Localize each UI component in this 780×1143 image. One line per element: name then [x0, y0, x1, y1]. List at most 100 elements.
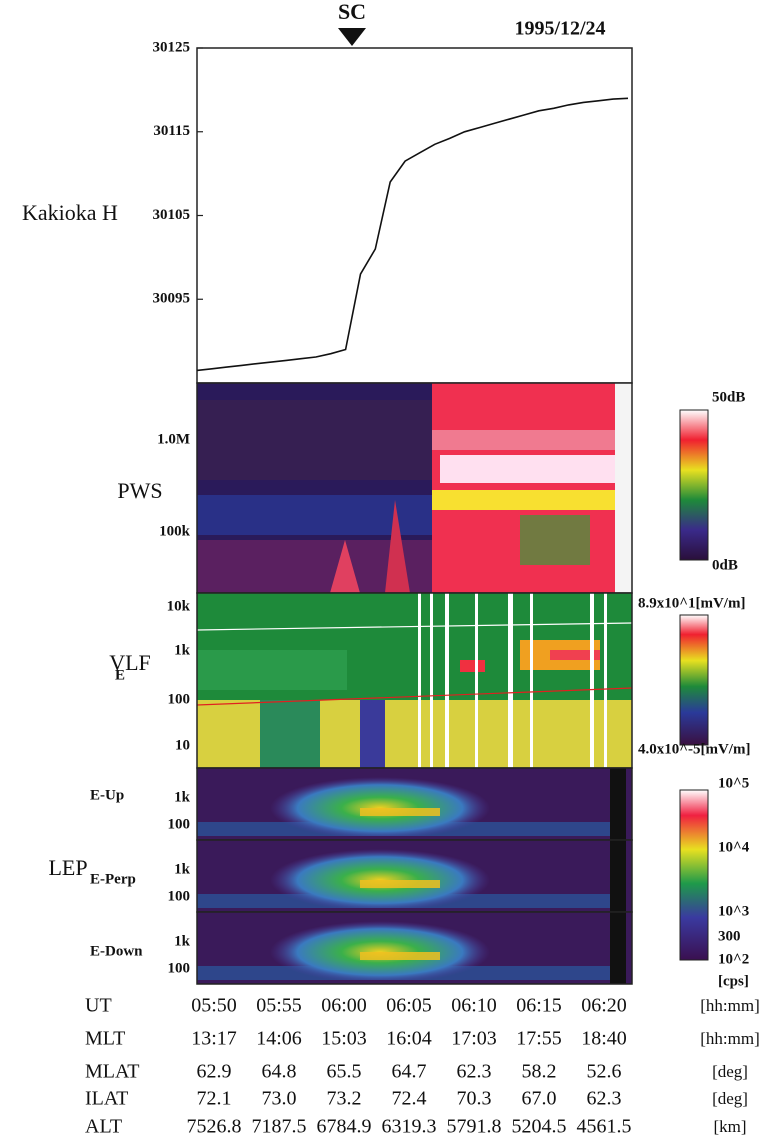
- row-name: MLT: [85, 1028, 125, 1050]
- vlf-tick-label: 10: [175, 737, 190, 753]
- lep-tick-label: 1k: [174, 789, 191, 805]
- cell: 7526.8: [187, 1116, 242, 1138]
- lep-blob: [270, 846, 490, 908]
- lep-core: [360, 952, 440, 960]
- pws-tick-label: 1.0M: [157, 431, 190, 447]
- cell: 05:50: [191, 995, 237, 1017]
- cell: 73.2: [327, 1088, 362, 1110]
- cell: 18:40: [581, 1028, 627, 1050]
- cell: 17:55: [516, 1028, 562, 1050]
- row-name: UT: [85, 995, 112, 1017]
- cell: 64.7: [392, 1061, 427, 1083]
- cell: 17:03: [451, 1028, 497, 1050]
- sc-label: SC: [338, 0, 366, 24]
- lep-colorbar-label: [cps]: [718, 973, 749, 989]
- cell: 70.3: [457, 1088, 492, 1110]
- lep-colorbar-label: 10^2: [718, 951, 749, 967]
- lep-colorbar-label: 10^3: [718, 903, 749, 919]
- vlf-colorbar: [679, 614, 709, 746]
- cell: 64.8: [262, 1061, 297, 1083]
- vlf-tick-label: 1k: [174, 642, 191, 658]
- y-tick-label: 30125: [153, 39, 191, 55]
- pws-tick-label: 100k: [159, 523, 191, 539]
- lep-core: [360, 880, 440, 888]
- magnetogram-axis: 30095 30105 30115 30125: [153, 39, 203, 307]
- magnetogram-line: [196, 97, 629, 372]
- lep-dark-strip: [610, 840, 626, 912]
- unit: [deg]: [712, 1062, 748, 1081]
- y-tick-label: 30105: [153, 207, 191, 223]
- cell: 72.1: [197, 1088, 232, 1110]
- row-name: ILAT: [85, 1088, 128, 1110]
- orbit-table: UT 05:50 05:55 06:00 06:05 06:10 06:15 06:20 [hh…: [85, 995, 760, 1138]
- cell: 65.5: [327, 1061, 362, 1083]
- lep-colorbar-label: 10^4: [718, 839, 750, 855]
- sc-marker: [338, 28, 366, 46]
- vlf-tick-label: 10k: [167, 598, 191, 614]
- vlf-tick-label: 100: [168, 691, 191, 707]
- cell: 6319.3: [382, 1116, 437, 1138]
- cell: 62.3: [457, 1061, 492, 1083]
- vlf-component: E: [115, 667, 125, 683]
- pws-colorbar: [679, 409, 709, 561]
- pws-colorbar-label: 50dB: [712, 389, 745, 405]
- row-name: ALT: [85, 1116, 122, 1138]
- cell: 05:55: [256, 995, 302, 1017]
- cell: 15:03: [321, 1028, 367, 1050]
- cell: 06:15: [516, 995, 562, 1017]
- pws-spectrogram: [196, 382, 633, 594]
- lep-blob: [270, 918, 490, 980]
- lep-colorbar-label: 300: [718, 928, 741, 944]
- lep-colorbar: [679, 789, 709, 961]
- cell: 16:04: [386, 1028, 432, 1050]
- cell: 06:00: [321, 995, 367, 1017]
- lep-label: LEP: [48, 855, 87, 880]
- cell: 5204.5: [512, 1116, 567, 1138]
- unit: [hh:mm]: [700, 996, 760, 1015]
- date: 1995/12/24: [514, 18, 605, 40]
- unit: [km]: [713, 1117, 746, 1136]
- row-name: MLAT: [85, 1061, 139, 1083]
- pws-label: PWS: [117, 478, 162, 503]
- lep-subpanel-label: E-Down: [90, 943, 143, 959]
- lep-frame: [196, 911, 633, 985]
- lep-tick-label: 100: [168, 888, 191, 904]
- magnetogram-label: Kakioka H: [22, 200, 118, 225]
- cell: 5791.8: [447, 1116, 502, 1138]
- unit: [hh:mm]: [700, 1029, 760, 1048]
- cell: 06:05: [386, 995, 432, 1017]
- lep-blob: [270, 774, 490, 836]
- cell: 62.3: [587, 1088, 622, 1110]
- cell: 58.2: [522, 1061, 557, 1083]
- cell: 4561.5: [577, 1116, 632, 1138]
- lep-colorbar-label: 10^5: [718, 775, 749, 791]
- lep-tick-label: 100: [168, 960, 191, 976]
- vlf-label: VLF: [109, 650, 151, 675]
- lep-tick-label: 100: [168, 816, 191, 832]
- lep-subpanel-label: E-Up: [90, 787, 124, 803]
- cell: 14:06: [256, 1028, 302, 1050]
- vlf-colorbar-label: 8.9x10^1[mV/m]: [638, 595, 745, 611]
- cell: 06:10: [451, 995, 497, 1017]
- cell: 73.0: [262, 1088, 297, 1110]
- lep-dark-strip: [610, 768, 626, 840]
- unit: [deg]: [712, 1089, 748, 1108]
- lep-dark-strip: [610, 912, 626, 984]
- magnetogram-frame: [196, 47, 633, 384]
- cell: 7187.5: [252, 1116, 307, 1138]
- cell: 67.0: [522, 1088, 557, 1110]
- lep-subpanel-label: E-Perp: [90, 871, 136, 887]
- lep-tick-label: 1k: [174, 861, 191, 877]
- y-tick-label: 30095: [153, 291, 191, 307]
- cell: 72.4: [392, 1088, 427, 1110]
- cell: 6784.9: [317, 1116, 372, 1138]
- cell: 62.9: [197, 1061, 232, 1083]
- cell: 52.6: [587, 1061, 622, 1083]
- lep-tick-label: 1k: [174, 933, 191, 949]
- lep-spectrograms: E-Up 1k 100 E-Perp 1k 100 E-Down 1k 100: [90, 767, 633, 985]
- vlf-spectrogram: [196, 592, 633, 769]
- pws-colorbar-label: 0dB: [712, 557, 738, 573]
- y-tick-label: 30115: [153, 123, 190, 139]
- lep-core: [360, 808, 440, 816]
